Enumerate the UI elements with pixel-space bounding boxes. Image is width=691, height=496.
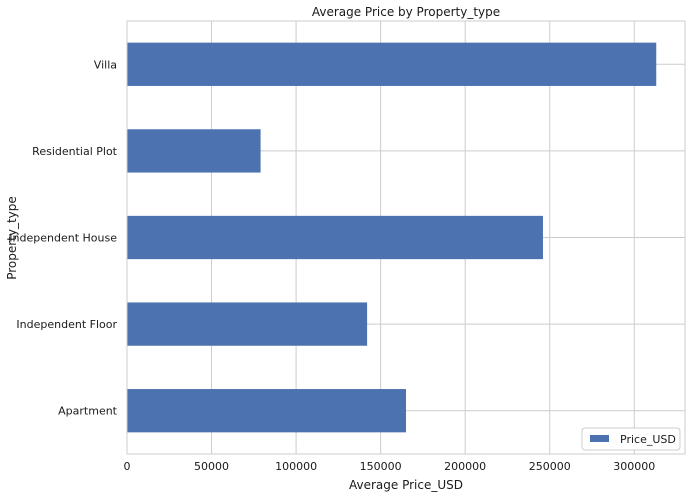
y-tick-labels: Apartment Independent Floor Independent Ho… bbox=[9, 58, 117, 417]
x-tick-labels: 0 50000 100000 150000 200000 250000 300000 bbox=[124, 460, 656, 473]
legend: Price_USD bbox=[581, 427, 681, 451]
bars bbox=[127, 42, 657, 433]
y-tick-label: Residential Plot bbox=[32, 145, 118, 158]
x-tick-label: 300000 bbox=[613, 460, 655, 473]
y-tick-label: Villa bbox=[94, 58, 117, 71]
legend-label: Price_USD bbox=[620, 433, 676, 446]
bar bbox=[127, 302, 368, 346]
x-axis-label: Average Price_USD bbox=[349, 478, 463, 492]
y-axis-label: Property_type bbox=[5, 196, 19, 280]
chart-title: Average Price by Property_type bbox=[312, 5, 500, 19]
bar bbox=[127, 42, 657, 86]
x-tick-label: 0 bbox=[124, 460, 131, 473]
legend-box bbox=[581, 427, 681, 451]
x-tick-label: 250000 bbox=[529, 460, 571, 473]
plot-frame bbox=[126, 20, 686, 455]
bar bbox=[127, 389, 406, 433]
bar bbox=[127, 129, 261, 173]
y-tick-label: Independent House bbox=[9, 232, 117, 245]
x-tick-label: 150000 bbox=[360, 460, 402, 473]
x-tick-label: 200000 bbox=[444, 460, 486, 473]
y-tick-label: Independent Floor bbox=[16, 318, 117, 331]
x-tick-label: 50000 bbox=[194, 460, 229, 473]
bar bbox=[127, 215, 543, 260]
legend-swatch bbox=[590, 435, 609, 442]
x-tick-label: 100000 bbox=[275, 460, 317, 473]
y-tick-label: Apartment bbox=[58, 405, 118, 418]
